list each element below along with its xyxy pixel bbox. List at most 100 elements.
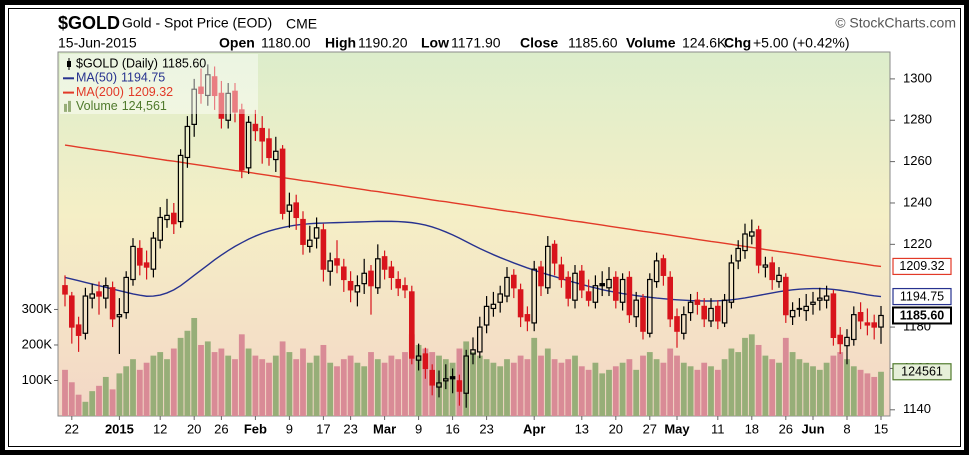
quote-value: 1190.20	[358, 35, 408, 51]
legend-label: MA(50)	[76, 71, 117, 85]
volume-bar	[347, 355, 354, 416]
candle-body	[578, 270, 585, 291]
volume-bar	[619, 362, 626, 416]
x-tick-label: 17	[316, 421, 330, 436]
candle-body	[191, 88, 198, 125]
value-tag-box	[892, 257, 952, 276]
candle-body	[449, 376, 456, 380]
candle-body	[721, 299, 728, 324]
candle-body	[463, 355, 470, 394]
volume-bar	[225, 355, 232, 416]
volume-bar	[558, 362, 565, 416]
volume-layer	[62, 317, 884, 416]
candle-body	[164, 214, 170, 221]
candle-body	[742, 233, 748, 252]
value-tag: 124561	[901, 365, 943, 379]
x-tick-label: Mar	[373, 421, 396, 436]
candle-body	[538, 266, 544, 287]
candle-body	[286, 204, 293, 212]
volume-bar	[524, 359, 531, 416]
volume-bar	[368, 352, 374, 416]
volume-bar	[388, 355, 395, 416]
value-tag: 1209.32	[899, 259, 944, 273]
candle-body	[748, 231, 755, 237]
quote-value: 1171.90	[451, 35, 501, 51]
candle-body	[714, 305, 721, 322]
y-tick-label: 1300	[903, 70, 932, 85]
volume-bar	[150, 355, 157, 416]
volume-bar	[82, 401, 89, 416]
candle-body	[857, 311, 864, 322]
candle-body	[789, 309, 796, 318]
candle-body	[320, 229, 327, 270]
candle-body	[307, 239, 313, 248]
volume-bar	[218, 348, 225, 416]
x-tick-label: 16	[445, 421, 459, 436]
candle-body	[497, 293, 504, 303]
volume-bar	[762, 355, 769, 416]
quote-value: 1185.60	[568, 35, 618, 51]
volume-bar	[769, 359, 776, 416]
y-tick-label: 1260	[903, 153, 932, 168]
candle-body	[850, 314, 857, 341]
volume-bar	[109, 389, 116, 416]
volume-bar	[470, 352, 476, 416]
candle-body	[395, 278, 402, 289]
candle-body	[82, 295, 89, 334]
candle-body	[381, 256, 388, 270]
y-tick-label: 1140	[903, 401, 931, 416]
x-tick-label: 26	[214, 421, 228, 436]
quote-value: 1180.00	[261, 35, 311, 51]
candle-body	[830, 293, 837, 339]
x-tick-label: Feb	[244, 421, 267, 436]
candle-body	[612, 276, 619, 301]
volume-bar	[436, 355, 442, 416]
candle-body	[388, 266, 395, 279]
volume-bar	[640, 355, 646, 416]
candle-body	[864, 322, 871, 326]
volume-bar	[796, 359, 803, 416]
legend-box	[60, 54, 258, 114]
volume-bar	[123, 366, 130, 416]
volume-bar	[408, 334, 415, 416]
volume-bar	[130, 359, 136, 416]
candle-body	[143, 262, 150, 268]
volume-bar	[708, 366, 714, 416]
y2-tick-label: 200K	[22, 336, 53, 351]
volume-bar	[864, 373, 871, 416]
volume-bar	[232, 359, 238, 416]
x-tick-label: 11	[711, 421, 725, 436]
volume-bar	[198, 344, 204, 416]
candle-body	[504, 276, 510, 297]
volume-bar	[116, 373, 123, 416]
volume-bar	[177, 337, 184, 416]
candle-body	[354, 285, 361, 293]
candle-body	[803, 305, 810, 312]
volume-bar	[96, 385, 102, 416]
volume-bar	[354, 362, 361, 416]
x-tick-label: 20	[187, 421, 201, 436]
volume-bar	[361, 366, 368, 416]
volume-bar	[320, 344, 327, 416]
candle-body	[490, 303, 497, 310]
x-tick-label: 13	[575, 421, 589, 436]
exchange: CME	[286, 16, 317, 32]
legend-value: 1185.60	[162, 56, 206, 70]
copyright: © StockCharts.com	[835, 15, 956, 31]
candle-body	[293, 202, 300, 219]
volume-bar	[68, 382, 75, 416]
value-tag-box	[892, 306, 952, 325]
candle-body	[361, 272, 368, 285]
candle-body	[341, 266, 347, 281]
candle-body	[708, 307, 714, 322]
volume-bar	[701, 362, 708, 416]
x-tick-label: May	[664, 421, 690, 436]
volume-bar	[252, 355, 259, 416]
candle-body	[300, 218, 306, 245]
candle-body	[334, 258, 340, 266]
volume-bar	[803, 362, 810, 416]
candle-body	[646, 278, 653, 334]
quote-value: 124.6K	[682, 35, 727, 51]
candle-body	[667, 276, 674, 320]
candle-body	[313, 227, 320, 239]
